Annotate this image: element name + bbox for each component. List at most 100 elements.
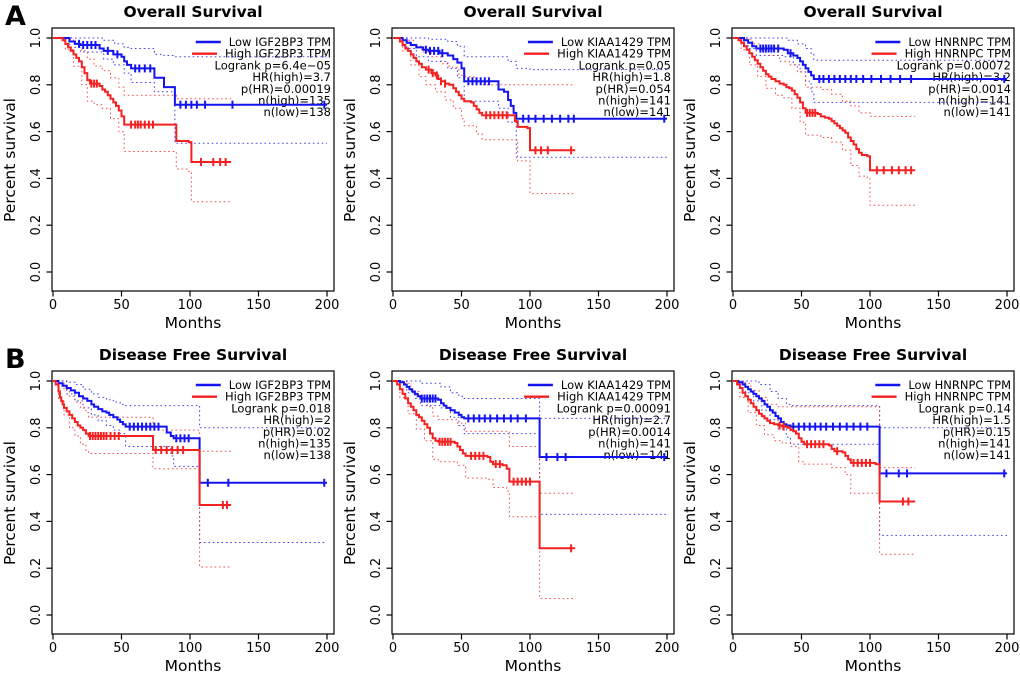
ci-band: [53, 37, 327, 144]
x-tick-label: 0: [389, 641, 397, 656]
x-tick-label: 100: [178, 641, 203, 656]
y-axis-title: Percent survival: [681, 441, 699, 565]
y-tick-label: 1.0: [369, 371, 384, 392]
y-tick-label: 0.2: [709, 558, 724, 579]
y-axis: 0.0 0.2 0.4 0.6 0.8 1.0 Percent survival: [341, 371, 392, 625]
high-expression-curve: [53, 37, 232, 167]
ci-band: [733, 37, 916, 206]
km-panel-os-igf2bp3: 0 50 100 150 200 Months 0.0 0.2 0.4 0.6 0.8 1.0 Perc…: [0, 0, 340, 343]
low-expression-curve: [393, 380, 667, 462]
y-tick-label: 1.0: [369, 28, 384, 49]
high-expression-curve: [393, 380, 576, 553]
plot-box: [731, 370, 1015, 635]
x-tick-label: 50: [113, 641, 130, 656]
legend-label: Low IGF2BP3 TPM: [229, 35, 331, 49]
legend-label: High IGF2BP3 TPM: [225, 47, 331, 61]
chart-title: Overall Survival: [803, 3, 942, 21]
x-tick-label: 200: [655, 298, 680, 313]
km-chart-svg: 0 50 100 150 200 Months 0.0 0.2 0.4 0.6 0.8 1.0 Perc…: [341, 3, 680, 332]
x-axis-title: Months: [165, 314, 222, 332]
high-expression-curve: [393, 37, 576, 155]
ci-band: [393, 380, 576, 600]
x-tick-label: 150: [586, 641, 611, 656]
x-tick-label: 0: [49, 298, 57, 313]
x-tick-label: 50: [793, 298, 810, 313]
km-chart-svg: 0 50 100 150 200 Months 0.0 0.2 0.4 0.6 0.8 1.0 Perc…: [681, 3, 1019, 332]
x-axis: 0 50 100 150 200 Months: [49, 634, 340, 675]
stats-block: Logrank p=0.00091HR(high)=2.7p(HR)=0.001…: [557, 401, 671, 462]
low-expression-curve: [53, 37, 327, 109]
y-tick-label: 0.4: [29, 168, 44, 189]
y-tick-label: 0.0: [709, 262, 724, 283]
legend-label: High IGF2BP3 TPM: [225, 390, 331, 404]
x-axis: 0 50 100 150 200 Months: [389, 634, 679, 675]
y-tick-label: 0.4: [709, 168, 724, 189]
x-tick-label: 50: [453, 641, 470, 656]
x-axis-title: Months: [845, 314, 902, 332]
y-tick-label: 0.8: [709, 74, 724, 95]
high-expression-curve: [53, 380, 232, 510]
y-axis-title: Percent survival: [681, 98, 699, 222]
low-expression-curve: [53, 380, 327, 487]
stat-line: n(high)=141: [938, 437, 1011, 451]
legend-label: High HNRNPC TPM: [905, 47, 1011, 61]
x-tick-label: 200: [315, 641, 340, 656]
y-tick-label: 0.0: [369, 262, 384, 283]
stat-line: n(low)=138: [264, 448, 331, 462]
chart-title: Overall Survival: [463, 3, 602, 21]
stat-line: HR(high)=1.8: [592, 70, 671, 84]
stats-block: Logrank p=0.018HR(high)=2p(HR)=0.02n(hig…: [231, 401, 331, 462]
y-tick-label: 0.8: [369, 74, 384, 95]
low-expression-curve: [733, 37, 1007, 83]
stat-line: n(high)=141: [598, 437, 671, 451]
y-tick-label: 0.4: [29, 511, 44, 532]
ci-band: [733, 37, 1007, 103]
stat-line: n(low)=141: [944, 105, 1011, 119]
x-tick-label: 50: [793, 641, 810, 656]
x-tick-label: 0: [389, 298, 397, 313]
y-tick-label: 0.4: [709, 511, 724, 532]
stat-line: n(low)=141: [604, 105, 671, 119]
km-panel-dfs-kiaa1429: 0 50 100 150 200 Months 0.0 0.2 0.4 0.6 0.8 1.0 Perc…: [340, 343, 680, 687]
chart-title: Disease Free Survival: [99, 346, 287, 364]
y-tick-label: 1.0: [709, 28, 724, 49]
km-chart-svg: 0 50 100 150 200 Months 0.0 0.2 0.4 0.6 0.8 1.0 Perc…: [681, 346, 1019, 675]
stat-line: HR(high)=2: [263, 413, 331, 427]
x-tick-label: 100: [858, 298, 883, 313]
legend-label: High KIAA1429 TPM: [557, 390, 671, 404]
y-tick-label: 0.0: [709, 605, 724, 626]
km-chart-svg: 0 50 100 150 200 Months 0.0 0.2 0.4 0.6 0.8 1.0 Perc…: [341, 346, 679, 675]
chart-title: Overall Survival: [123, 3, 262, 21]
chart-title: Disease Free Survival: [779, 346, 967, 364]
y-axis: 0.0 0.2 0.4 0.6 0.8 1.0 Percent survival: [1, 28, 52, 282]
y-tick-label: 0.6: [29, 121, 44, 142]
y-tick-label: 0.6: [709, 121, 724, 142]
x-tick-label: 100: [858, 641, 883, 656]
y-tick-label: 0.6: [369, 121, 384, 142]
plot-box: [391, 370, 675, 635]
legend-label: Low HNRNPC TPM: [908, 35, 1011, 49]
stat-line: n(low)=141: [604, 448, 671, 462]
y-tick-label: 0.6: [29, 464, 44, 485]
legend-label: Low KIAA1429 TPM: [561, 35, 671, 49]
stat-line: Logrank p=0.05: [579, 58, 671, 72]
y-tick-label: 0.8: [29, 74, 44, 95]
km-panel-dfs-hnrnpc: 0 50 100 150 200 Months 0.0 0.2 0.4 0.6 0.8 1.0 Perc…: [680, 343, 1020, 687]
stat-line: n(low)=141: [944, 448, 1011, 462]
y-tick-label: 1.0: [29, 371, 44, 392]
ci-band: [53, 37, 232, 203]
stats-block: Logrank p=0.00072HR(high)=3.2p(HR)=0.001…: [897, 58, 1011, 119]
y-tick-label: 0.6: [709, 464, 724, 485]
x-tick-label: 100: [178, 298, 203, 313]
y-tick-label: 0.2: [369, 215, 384, 236]
y-tick-label: 1.0: [29, 28, 44, 49]
x-tick-label: 150: [246, 298, 271, 313]
stats-block: Logrank p=0.14HR(high)=1.5p(HR)=0.15n(hi…: [919, 401, 1011, 462]
stat-line: HR(high)=1.5: [932, 413, 1011, 427]
ci-band: [393, 37, 667, 158]
stat-line: p(HR)=0.0014: [928, 82, 1011, 96]
y-axis: 0.0 0.2 0.4 0.6 0.8 1.0 Percent survival: [681, 28, 732, 283]
km-panel-os-kiaa1429: 0 50 100 150 200 Months 0.0 0.2 0.4 0.6 0.8 1.0 Perc…: [340, 0, 680, 343]
